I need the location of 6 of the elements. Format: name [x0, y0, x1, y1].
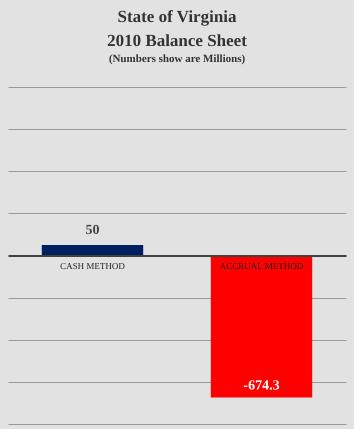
data-label: 50: [86, 222, 100, 238]
chart-subtitle: (Numbers show are Millions): [108, 53, 246, 65]
data-label: -674.3: [243, 378, 280, 394]
chart-title: State of Virginia 2010 Balance Sheet: [107, 7, 248, 50]
x-tick-label: CASH METHOD: [60, 261, 126, 271]
x-tick-label: ACCRUAL METHOD: [220, 261, 304, 271]
